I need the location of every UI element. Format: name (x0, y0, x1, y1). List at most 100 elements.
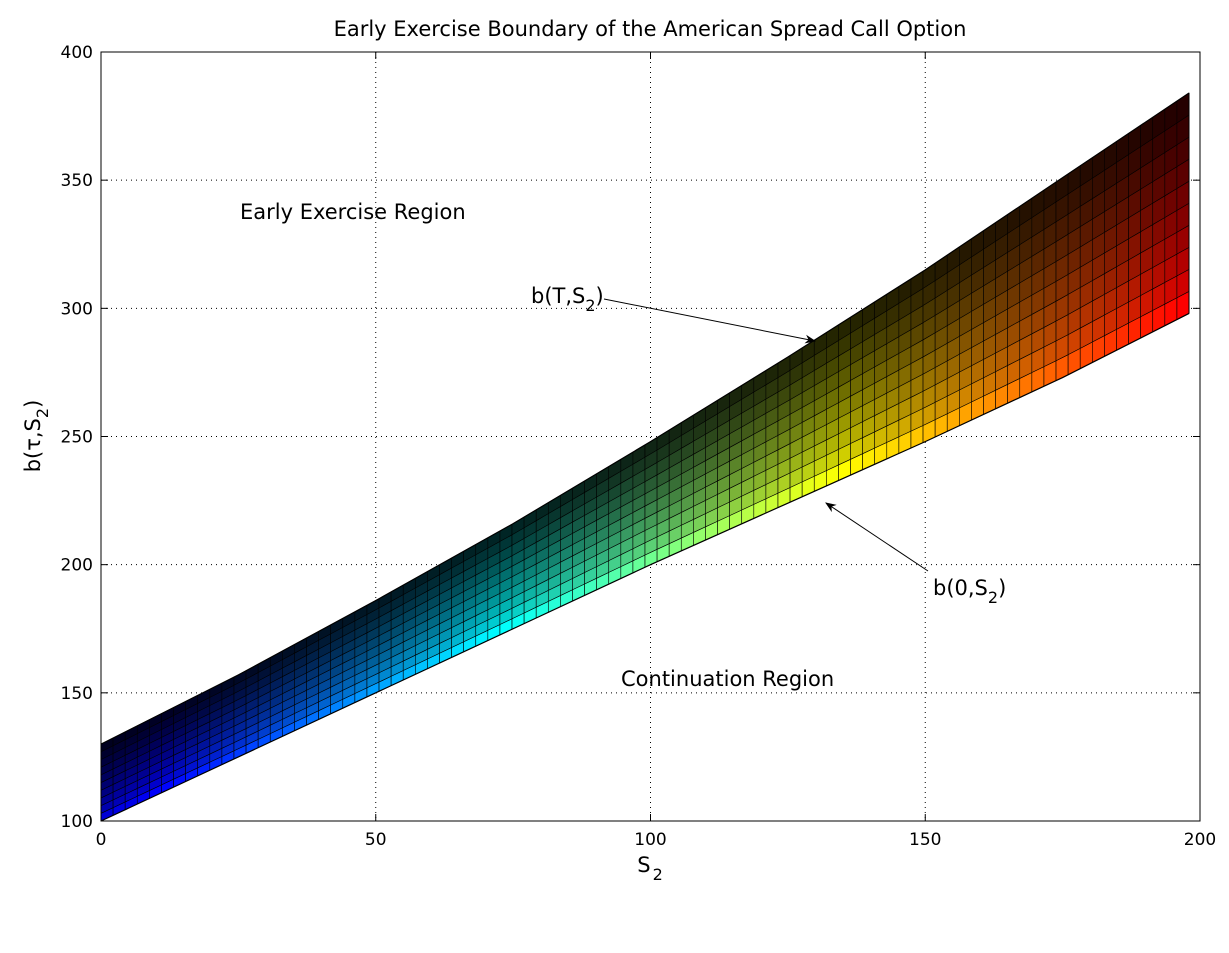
surface-shade (342, 648, 355, 664)
surface-shade (705, 413, 718, 435)
surface-shade (753, 456, 766, 477)
surface-shade (608, 495, 621, 514)
surface-shade (354, 605, 367, 621)
surface-shade (862, 383, 875, 406)
surface-shade (995, 289, 1008, 316)
surface-shade (1019, 275, 1032, 302)
surface-shade (729, 385, 742, 407)
surface-shade (149, 721, 162, 736)
surface-shade (765, 363, 778, 385)
surface-shade (512, 559, 525, 577)
surface-shade (1128, 231, 1141, 260)
surface-shade (693, 513, 706, 533)
surface-shade (137, 759, 150, 773)
surface-shade (1080, 301, 1093, 329)
surface-shade (330, 654, 343, 670)
surface-shade (1128, 167, 1141, 197)
surface-shade (1176, 115, 1190, 145)
surface-shade (632, 518, 645, 537)
y-tick-label: 250 (61, 428, 93, 448)
surface-shade (874, 376, 887, 400)
annotation-lower-label: b(0,S2) (933, 576, 1006, 607)
surface-shade (923, 350, 936, 375)
surface-shade (874, 327, 887, 351)
surface-shade (693, 447, 706, 468)
surface-shade (294, 672, 307, 688)
surface-shade (572, 492, 585, 511)
surface-shade (802, 355, 815, 378)
surface-shade (1068, 226, 1081, 255)
surface-shade (439, 577, 452, 595)
surface-shade (246, 705, 259, 721)
surface-shade (983, 334, 996, 360)
surface-shade (1152, 217, 1165, 247)
surface-shade (753, 399, 766, 421)
surface-shade (910, 339, 924, 364)
surface-shade (403, 655, 416, 671)
surface-shade (572, 538, 585, 556)
surface-shade (971, 359, 984, 384)
surface-shade (947, 372, 960, 397)
surface-shade (282, 644, 295, 660)
surface-shade (258, 682, 271, 698)
surface-shade (415, 629, 428, 646)
surface-shade (306, 684, 319, 699)
surface-shade (898, 380, 911, 404)
surface-shade (113, 794, 126, 808)
surface-shade (850, 389, 863, 412)
surface-shade (1116, 280, 1129, 309)
surface-shade (524, 596, 537, 613)
surface-shade (1116, 238, 1129, 267)
surface-shade (101, 738, 114, 752)
surface-shade (753, 384, 766, 407)
surface-shade (777, 370, 791, 393)
surface-shade (681, 428, 694, 449)
surface-shade (935, 378, 948, 403)
surface-shade (1056, 173, 1069, 202)
surface-shade (995, 327, 1008, 353)
surface-shade (246, 730, 259, 746)
surface-shade (246, 714, 259, 729)
surface-shade (560, 499, 573, 518)
surface-shade (947, 336, 960, 361)
surface-shade (1152, 174, 1165, 204)
surface-shade (415, 600, 428, 617)
surface-shade (1092, 191, 1105, 220)
surface-shade (548, 539, 561, 558)
surface-shade (862, 350, 875, 374)
surface-shade (862, 366, 875, 390)
surface-shade (1164, 254, 1177, 283)
surface-shade (1056, 334, 1069, 361)
surface-shade (113, 739, 126, 754)
surface-shade (439, 597, 452, 614)
surface-shade (935, 343, 948, 368)
surface-shade (777, 355, 791, 378)
surface-shade (657, 455, 670, 475)
surface-shade (342, 630, 355, 646)
surface-shade (366, 598, 380, 615)
surface-shade (681, 480, 694, 500)
surface-shade (427, 574, 440, 592)
surface-shade (584, 531, 597, 550)
surface-shade (548, 517, 561, 536)
surface-shade (717, 392, 730, 414)
surface-shade (101, 799, 114, 814)
surface-shade (101, 753, 114, 768)
surface-shade (705, 440, 718, 461)
surface-shade (209, 732, 222, 746)
surface-shade (1043, 201, 1057, 230)
surface-shade (765, 449, 778, 471)
surface-shade (463, 564, 476, 582)
surface-shade (149, 713, 162, 728)
surface-shade (886, 420, 899, 443)
surface-shade (306, 649, 319, 665)
surface-shade (850, 373, 863, 397)
surface-shade (197, 713, 210, 728)
surface-shade (185, 727, 198, 742)
surface-shade (814, 409, 827, 431)
surface-shade (342, 639, 355, 655)
surface-shade (596, 525, 609, 544)
surface-shade (391, 604, 404, 621)
surface-shade (258, 691, 271, 706)
surface-shade (173, 757, 186, 772)
